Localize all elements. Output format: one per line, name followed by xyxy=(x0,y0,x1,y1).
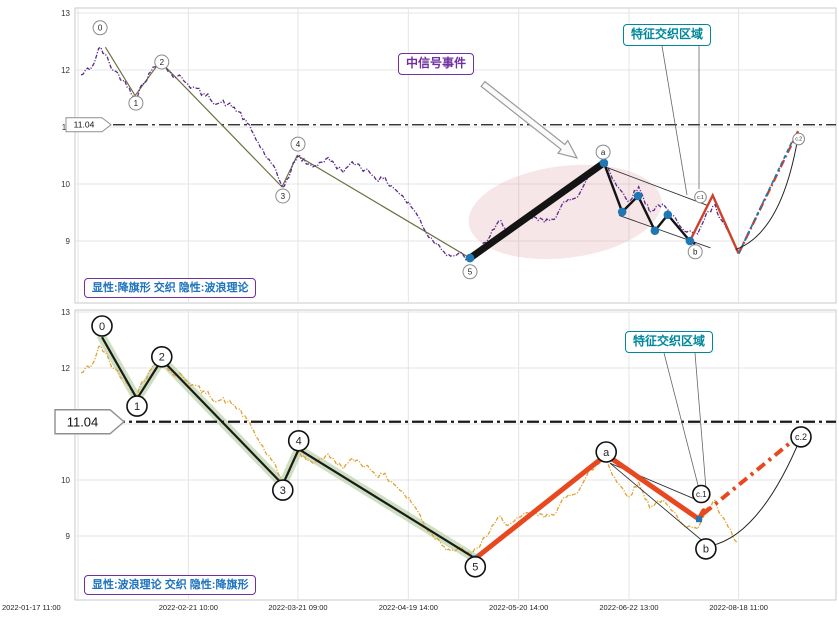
x-tick-label: 2022-08-18 11:00 xyxy=(709,603,768,612)
y-tick-label: 12 xyxy=(61,66,70,75)
y-tick-label: 13 xyxy=(61,9,70,18)
wave-marker-0 xyxy=(92,20,108,36)
pivot-marker xyxy=(696,516,702,523)
flag-pivot-dot xyxy=(599,158,609,168)
wave-marker-1 xyxy=(126,395,148,417)
panel-frame xyxy=(74,309,837,601)
flag-pivot-dot xyxy=(465,253,475,263)
wave-marker-4 xyxy=(290,136,306,152)
wave-marker-0 xyxy=(91,315,113,337)
wave-marker-label: c.2 xyxy=(795,432,807,442)
wave-marker-c.2 xyxy=(792,132,806,146)
top-interweave-zone-label: 特征交织区域 xyxy=(623,24,712,46)
y-tick-label: 10 xyxy=(61,476,70,485)
panel-bottom: 910111213012345abc.1c.211.04 xyxy=(54,308,837,601)
wave-marker-label: a xyxy=(601,148,606,157)
retrace-curve-bottom xyxy=(709,436,802,547)
wave-marker-label: b xyxy=(693,248,698,257)
flag-channel-line xyxy=(605,166,709,207)
retrace-curve-top xyxy=(735,132,800,251)
wave-marker-a xyxy=(595,144,611,160)
signal-arrow xyxy=(480,80,579,159)
impulse-line-bottom xyxy=(472,452,707,561)
wave-marker-label: 0 xyxy=(98,24,103,33)
y-tick-label: 12 xyxy=(61,364,70,373)
threshold-value: 11.04 xyxy=(74,120,95,130)
y-tick-label: 13 xyxy=(61,308,70,317)
red-projection-dashed-bottom xyxy=(702,433,801,516)
wave-marker-3 xyxy=(271,479,294,501)
wave-marker-label: 0 xyxy=(99,321,105,333)
wave-marker-label: 5 xyxy=(468,268,473,277)
wave-marker-label: c.1 xyxy=(697,195,704,201)
price-line-bottom xyxy=(80,344,738,556)
wave-line-bottom xyxy=(101,336,476,560)
bottom-mode-label: 显性:波浪理论 交织 隐性:降旗形 xyxy=(84,575,257,596)
wave-marker-2 xyxy=(154,54,170,70)
wave-marker-label: 1 xyxy=(134,401,140,413)
pennant-line xyxy=(609,462,707,545)
flag-pivot-dot xyxy=(663,210,673,220)
wave-marker-b xyxy=(687,244,703,260)
x-tick-label: 2022-03-21 09:00 xyxy=(268,603,327,612)
wave-marker-label: b xyxy=(703,544,709,556)
wave-marker-4 xyxy=(287,429,310,452)
y-tick-label: 9 xyxy=(66,532,71,541)
wave-marker-label: c.2 xyxy=(795,137,802,143)
x-tick-label: 2022-05-20 14:00 xyxy=(489,603,548,612)
impulse-line-top xyxy=(466,159,608,262)
wave-marker-2 xyxy=(151,345,173,368)
wave-marker-a xyxy=(595,441,618,463)
x-tick-label: 2022-02-21 10:00 xyxy=(159,603,218,612)
flag-pivot-dot xyxy=(685,236,695,246)
wave-marker-5 xyxy=(462,264,478,280)
wave-marker-label: 1 xyxy=(134,99,139,108)
wave-marker-label: 5 xyxy=(472,562,478,574)
zone-pointer-line xyxy=(694,352,707,490)
threshold-value-badge xyxy=(65,117,112,133)
threshold-value: 11.04 xyxy=(67,414,99,429)
wave-marker-label: 2 xyxy=(160,58,165,67)
wave-marker-label: a xyxy=(603,447,610,459)
y-tick-label: 10 xyxy=(61,180,70,189)
wave-marker-label: 2 xyxy=(159,352,165,364)
wave-marker-label: 3 xyxy=(280,485,286,497)
zone-pointer-line xyxy=(661,45,688,196)
wave-marker-label: c.1 xyxy=(696,490,707,499)
red-zigzag xyxy=(688,192,740,254)
y-tick-label: 9 xyxy=(66,237,71,246)
zone-pointer-line xyxy=(663,352,700,490)
wave-marker-c.2 xyxy=(790,426,812,448)
wave-line-top xyxy=(104,46,471,259)
wave-marker-5 xyxy=(464,555,487,578)
wave-marker-c.1 xyxy=(694,190,707,204)
blue-projection-dashed xyxy=(737,136,795,254)
bottom-interweave-zone-label: 特征交织区域 xyxy=(625,331,714,353)
x-tick-label: 2022-06-22 13:00 xyxy=(599,603,658,612)
price-line-top xyxy=(80,46,738,261)
wave-marker-1 xyxy=(128,95,144,111)
wave-marker-label: 3 xyxy=(281,192,286,201)
flag-pivot-dot xyxy=(617,207,627,217)
wave-marker-c.1 xyxy=(691,484,711,504)
wave-marker-label: 4 xyxy=(296,436,302,448)
x-tick-label: 2022-04-19 14:00 xyxy=(379,603,438,612)
x-tick-label: 2022-01-17 11:00 xyxy=(2,603,61,612)
signal-event-label: 中信号事件 xyxy=(398,53,475,75)
wave-marker-label: 4 xyxy=(296,140,301,149)
threshold-value-badge xyxy=(54,409,126,435)
flag-channel-line xyxy=(618,214,711,249)
wave-marker-b xyxy=(695,538,717,560)
top-mode-label: 显性:降旗形 交织 隐性:波浪理论 xyxy=(84,278,257,299)
flag-pivot-dot xyxy=(650,226,660,235)
wave-marker-3 xyxy=(275,188,291,204)
flag-pivot-dot xyxy=(633,191,643,201)
